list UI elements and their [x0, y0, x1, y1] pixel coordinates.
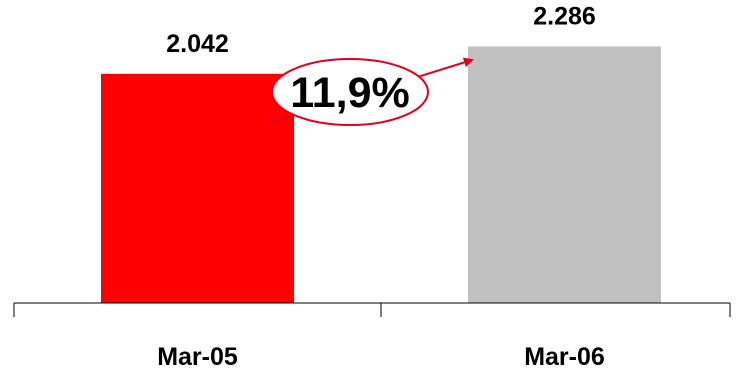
bar-mar-05 — [101, 73, 294, 303]
growth-ellipse — [271, 58, 429, 126]
growth-percentage-label: 11,9% — [290, 69, 410, 117]
category-label-mar-06: Mar-06 — [524, 343, 605, 371]
bar-mar-06 — [468, 46, 661, 304]
data-label-mar-06: 2.286 — [533, 2, 596, 30]
data-label-mar-05: 2.042 — [166, 30, 229, 58]
category-label-mar-05: Mar-05 — [157, 343, 238, 371]
growth-annotation: 11,9% — [269, 57, 474, 126]
